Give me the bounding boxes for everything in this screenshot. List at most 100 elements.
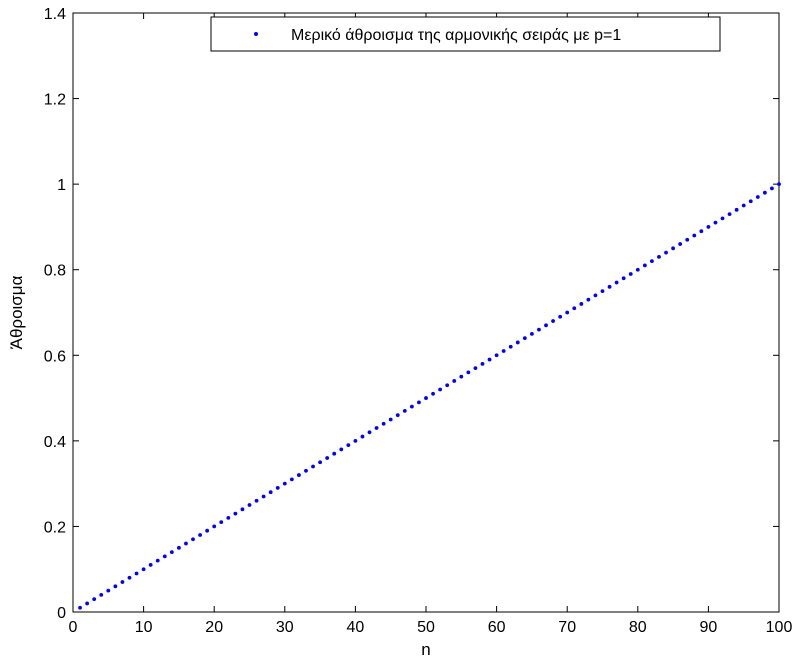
data-point [304,468,308,473]
x-tick-label: 100 [766,619,793,636]
data-point [297,473,301,477]
plot-area [72,12,780,613]
data-point [671,246,675,251]
data-point [261,494,266,499]
data-point [226,515,231,520]
data-point [706,225,711,229]
data-point [522,336,527,341]
data-point [565,310,570,315]
data-point [212,524,217,529]
data-point [537,327,541,332]
data-point [99,592,104,597]
data-point [141,567,146,572]
data-point [586,297,591,302]
data-point [275,486,280,490]
data-point [762,190,767,195]
data-point [289,477,294,482]
data-point [155,558,160,563]
data-point [508,344,513,349]
y-tick-label: 0.8 [44,263,66,280]
data-point [593,293,598,298]
data-point [650,259,654,264]
data-point [544,323,548,328]
data-point [184,541,188,546]
y-tick-label: 1.2 [44,92,66,109]
data-point [579,302,584,306]
data-point [78,605,82,610]
data-point [755,195,760,199]
data-point [530,331,534,336]
x-tick-label: 80 [629,619,647,636]
data-point [367,430,372,435]
data-point [572,306,577,311]
data-points [78,182,781,610]
data-point [685,237,690,242]
data-point [459,374,464,379]
data-point [657,254,661,259]
data-point [339,447,344,452]
data-point [388,417,393,422]
data-point [713,220,718,225]
data-point [381,421,386,426]
x-tick-label: 40 [347,619,365,636]
data-point [374,426,379,430]
legend-marker [254,32,258,36]
data-point [431,391,435,396]
data-point [635,267,640,272]
data-point [134,571,139,576]
data-point [360,434,365,439]
data-point [120,580,125,584]
data-point [438,387,443,392]
data-point [445,383,450,388]
data-point [409,404,414,409]
y-tick-label: 0.4 [44,434,66,451]
data-point [494,353,499,358]
y-tick-label: 1.4 [44,6,66,23]
x-tick-label: 50 [417,619,435,636]
data-point [614,280,619,285]
data-point [452,379,457,383]
data-point [466,370,471,375]
data-point [642,263,647,268]
data-point [417,400,421,405]
data-point [777,182,781,187]
data-point [240,507,245,512]
data-point [664,250,668,255]
x-tick-label: 70 [558,619,576,636]
data-point [515,340,520,345]
data-point [169,550,174,554]
data-point [770,186,774,191]
data-point [621,276,626,281]
x-tick-label: 90 [700,619,718,636]
data-point [247,503,252,507]
data-point [92,597,97,602]
data-point [106,588,111,593]
x-tick-label: 0 [69,619,78,636]
x-tick-label: 20 [205,619,223,636]
data-point [424,396,428,400]
data-point [282,481,287,486]
data-point [727,212,732,216]
data-point [720,216,725,221]
legend-box [210,16,721,52]
y-axis-label: Άθροισμα [7,275,26,349]
data-point [191,537,195,542]
data-point [177,545,181,550]
data-point [692,233,697,238]
data-point [487,357,492,362]
data-point [558,314,563,319]
data-point [607,284,612,289]
data-point [402,409,407,413]
y-tick-label: 0 [57,605,66,622]
data-point [734,207,739,212]
legend-entry: Μερικό άθροισμα της αρμονικής σειράς με … [291,27,621,44]
data-point [268,490,273,495]
data-point [325,456,330,460]
data-point [205,528,210,533]
x-axis-label: n [421,640,430,659]
x-tick-label: 30 [276,619,294,636]
x-axis-ticks: 0 10 20 30 40 50 60 70 80 90 100 [69,13,793,636]
data-point [628,272,633,276]
data-point [748,199,753,204]
